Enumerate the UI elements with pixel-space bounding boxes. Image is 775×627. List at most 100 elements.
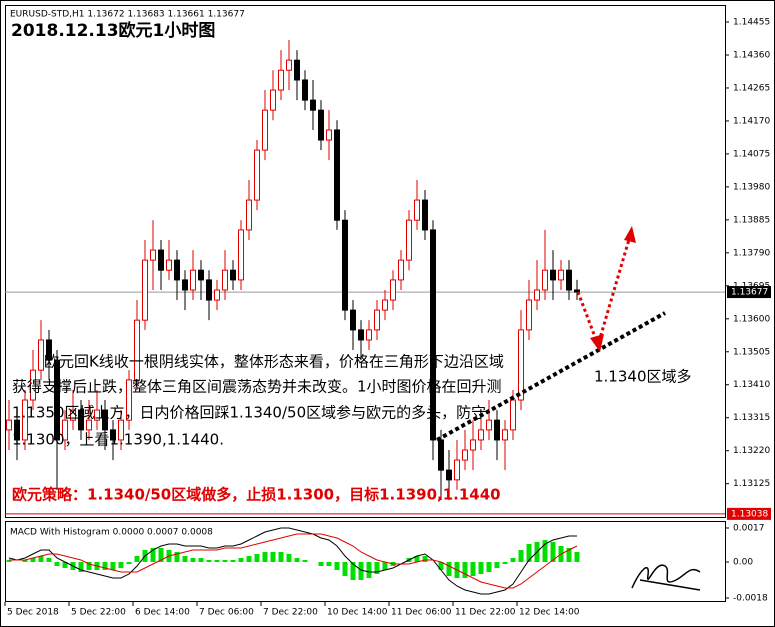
candle-body [286, 59, 292, 71]
last-price-box [727, 286, 771, 299]
candle-body [86, 419, 92, 431]
candle-body [494, 419, 500, 441]
macd-bar [294, 558, 300, 562]
macd-bar [502, 562, 508, 564]
strategy: 欧元策略：1.1340/50区域做多，止损1.1300，目标1.1390,1.1… [12, 486, 501, 504]
candle-body [422, 199, 428, 231]
candle-body [206, 279, 212, 301]
macd-bar [206, 560, 212, 562]
candle-body [462, 449, 468, 461]
macd-bar [518, 550, 524, 562]
candle-body [310, 99, 316, 111]
macd-bar [230, 560, 236, 562]
chart-title: 2018.12.13欧元1小时图 [11, 20, 215, 41]
trend-line [436, 311, 666, 442]
macd-bar [214, 560, 220, 562]
macd-bar [110, 562, 116, 570]
candle-body [38, 339, 44, 371]
y-tick-label: 1.13600 [733, 314, 770, 324]
candle-body [510, 399, 516, 431]
candle-body [62, 419, 68, 441]
macd-bar [462, 562, 468, 578]
arrow-head [590, 334, 604, 352]
macd-bar [150, 548, 156, 562]
commentary-line: 1.1300，上看1.1390,1.1440. [12, 431, 224, 449]
macd-bar [190, 558, 196, 562]
last-price-label: 1.13677 [731, 288, 768, 298]
y-tick-label: 1.13790 [733, 248, 770, 258]
macd-bar [254, 554, 260, 562]
candle-body [110, 429, 116, 441]
macd-bar [182, 556, 188, 562]
candle-body [14, 419, 20, 441]
candle-body [574, 289, 580, 293]
candle-body [390, 279, 396, 301]
candle-body [150, 249, 156, 261]
macd-bar [126, 562, 132, 564]
macd-bar [134, 556, 140, 562]
y-tick-label: 1.13410 [733, 380, 770, 390]
macd-bar [422, 556, 428, 562]
y-tick-label: 1.13885 [733, 215, 770, 225]
candle-body [222, 269, 228, 291]
x-tick-label: 5 Dec 22:00 [71, 608, 126, 618]
macd-bar [414, 556, 420, 562]
y-tick-label: 1.14170 [733, 116, 770, 126]
candle-body [430, 229, 436, 441]
candle-body [246, 199, 252, 231]
macd-bar [102, 562, 108, 570]
x-tick-label: 7 Dec 06:00 [199, 608, 254, 618]
candle-body [382, 299, 388, 311]
signature [631, 564, 701, 591]
macd-bar [174, 552, 180, 562]
candle-body [366, 329, 372, 341]
candle-body [558, 269, 564, 281]
macd-bar [302, 560, 308, 562]
candle-body [158, 249, 164, 271]
candle-body [6, 419, 12, 431]
candle-body [254, 149, 260, 201]
candle-body [294, 59, 300, 81]
y-tick-label: 1.14075 [733, 149, 770, 159]
y-tick-label: 1.13125 [733, 479, 770, 489]
macd-bar [542, 540, 548, 562]
candle-body [398, 259, 404, 281]
x-tick-label: 11 Dec 22:00 [455, 608, 516, 618]
macd-bar [350, 562, 356, 580]
x-tick-label: 5 Dec 2018 [7, 608, 59, 618]
candle-body [270, 89, 276, 111]
macd-bar [366, 562, 372, 578]
macd-bar [374, 562, 380, 574]
macd-bar [38, 556, 44, 562]
macd-bar [382, 562, 388, 570]
candle-body [262, 109, 268, 151]
candle-body [30, 369, 36, 401]
macd-bar [86, 562, 92, 570]
signal-line [9, 533, 578, 589]
candle-body [118, 419, 124, 441]
macd-bar [470, 562, 476, 576]
commentary-line: 欧元回K线收一根阴线实体，整体形态来看，价格在三角形下边沿区域 [44, 353, 504, 371]
macd-bar [238, 558, 244, 562]
macd-bar [270, 552, 276, 562]
candle-body [54, 359, 60, 441]
candle-body [70, 409, 76, 421]
x-tick-label: 11 Dec 06:00 [391, 608, 452, 618]
candle-body [198, 269, 204, 281]
y-tick-label: 1.14265 [733, 83, 770, 93]
macd-bar [118, 562, 124, 568]
candle-body [534, 289, 540, 301]
macd-bar [566, 548, 572, 562]
macd-bar [6, 560, 12, 562]
macd-bar [318, 562, 324, 566]
level-label: 1.13038 [731, 509, 768, 519]
candle-body [22, 399, 28, 441]
y-tick-label: 1.13315 [733, 413, 770, 423]
candle-body [350, 309, 356, 331]
candle-body [238, 229, 244, 281]
commentary-line: 获得支撑后止跌，整体三角区间震荡态势并未改变。1小时图价格在回升测 [12, 378, 502, 396]
candle-body [454, 459, 460, 481]
macd-bar [526, 544, 532, 562]
macd-bar [334, 562, 340, 570]
